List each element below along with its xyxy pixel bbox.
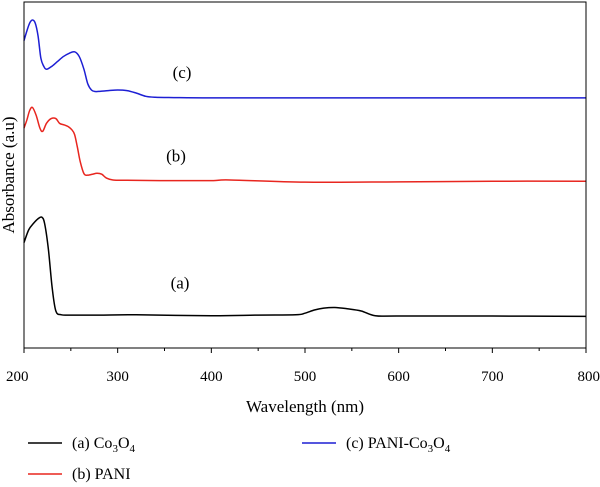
x-tick-label-800: 800 [578,369,600,385]
legend-label-a-mid: O [118,435,130,452]
plot-lines [23,19,587,318]
annotation-b: (b) [166,147,186,166]
legend-label-a-sub1: 3 [112,443,118,455]
y-axis-title: Absorbance (a.u) [0,116,18,233]
legend-label-b-main: (b) PANI [72,466,131,483]
x-tick-label-200: 200 [6,369,29,385]
legend: (a) Co3O4 (b) PANI (c) PANI-Co3O4 [28,435,451,483]
x-axis-tick-labels: 200 300 400 500 600 700 800 [6,369,600,385]
legend-label-a-main: (a) Co [72,435,112,452]
annotation-c: (c) [173,63,192,82]
x-tick-label-600: 600 [387,369,410,385]
legend-label-c-main: (c) PANI-Co [346,435,428,452]
x-tick-label-500: 500 [294,369,317,385]
series-line-c [23,19,586,99]
x-tick-label-400: 400 [200,369,223,385]
legend-label-c-sub1: 3 [428,443,434,455]
series-line-a [23,216,587,318]
x-tick-label-700: 700 [481,369,504,385]
legend-label-a-sub2: 4 [130,443,136,455]
legend-label-a: (a) Co3O4 [72,435,136,455]
series-annotations: (a) (b) (c) [166,63,191,293]
legend-label-b: (b) PANI [72,466,131,483]
legend-item-c: (c) PANI-Co3O4 [302,435,451,455]
legend-label-c-sub2: 4 [445,443,451,455]
x-axis-title: Wavelength (nm) [246,397,364,416]
series-line-b [23,106,587,184]
legend-item-a: (a) Co3O4 [28,435,136,455]
x-tick-label-300: 300 [106,369,129,385]
legend-label-c-mid: O [433,435,445,452]
annotation-a: (a) [171,274,190,293]
legend-label-c: (c) PANI-Co3O4 [346,435,451,455]
x-axis-ticks [23,348,587,353]
legend-item-b: (b) PANI [28,466,131,483]
